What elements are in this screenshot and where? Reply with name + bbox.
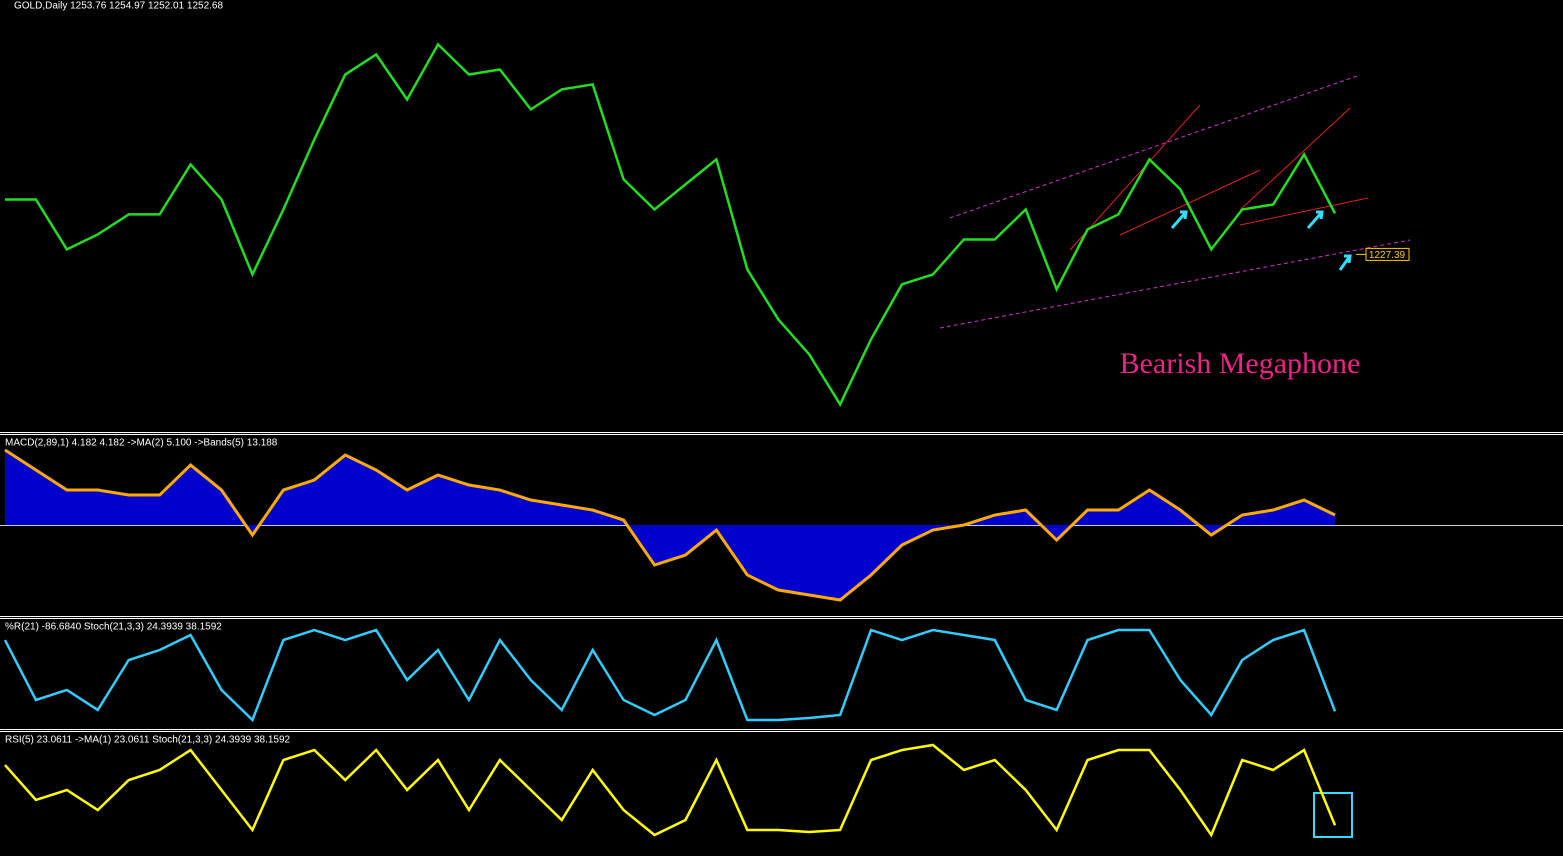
- arrow: [1306, 210, 1324, 229]
- channel-line: [949, 74, 1361, 219]
- trend-line: [1239, 197, 1369, 226]
- trend-line: [1239, 107, 1351, 211]
- annotation: Bearish Megaphone: [1120, 347, 1361, 380]
- data-line: [4, 743, 1337, 838]
- highlight-box: [1313, 792, 1353, 838]
- arrow: [1170, 210, 1188, 229]
- macd-header: MACD(2,89,1) 4.182 4.182 ->MA(2) 5.100 -…: [5, 438, 278, 449]
- rsi-header: RSI(5) 23.0611 ->MA(1) 23.0611 Stoch(21,…: [5, 735, 291, 746]
- trend-line: [1069, 104, 1201, 251]
- wpr-header: %R(21) -86.6840 Stoch(21,3,3) 24.3939 38…: [5, 622, 222, 633]
- histogram-area: [5, 450, 1335, 601]
- macd-line: [4, 448, 1336, 602]
- price-tag-label: 1227.39: [1369, 250, 1406, 261]
- trend-line: [1119, 169, 1261, 236]
- data-line: [5, 42, 1337, 408]
- panel-separators: [0, 432, 1563, 732]
- data-line: [3, 628, 1337, 723]
- channel-line: [939, 239, 1411, 329]
- price-header: GOLD,Daily 1253.76 1254.97 1252.01 1252.…: [14, 1, 223, 12]
- arrow: [1338, 254, 1352, 271]
- price-tag: [1365, 247, 1410, 261]
